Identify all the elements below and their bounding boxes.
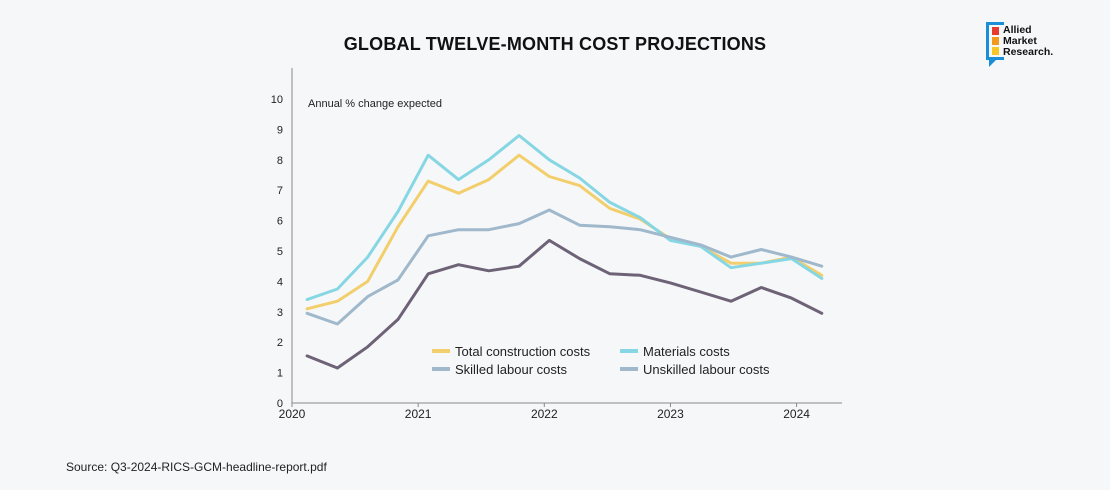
y-tick-label: 6 [277,216,283,228]
y-tick-label: 9 [277,124,283,136]
y-tick-label: 10 [271,94,283,106]
allied-market-research-logo: Allied Market Research. [986,22,1076,68]
x-tick-label: 2021 [405,407,432,421]
x-tick-label: 2022 [531,407,558,421]
x-tick-label: 2020 [279,407,306,421]
legend-label: Skilled labour costs [455,362,567,377]
y-tick-label: 8 [277,155,283,167]
logo-text-line3: Research. [1003,46,1054,58]
source-note: Source: Q3-2024-RICS-GCM-headline-report… [66,460,327,474]
y-tick-label: 5 [277,246,283,258]
x-axis-ticks: 2020 2021 2022 2023 2024 [279,403,810,421]
legend-label: Materials costs [643,344,730,359]
logo-text: Allied Market Research. [1003,25,1053,58]
y-tick-label: 0 [277,398,283,410]
series-line-materials-costs [305,134,824,302]
x-tick-label: 2023 [657,407,684,421]
chart-series [305,134,824,370]
chart-axes [291,68,842,404]
logo-bar-red [992,27,999,35]
chart-legend: Total construction costs Materials costs S… [432,344,770,377]
logo-text-line1: Allied [1003,24,1032,36]
y-tick-label: 1 [277,368,283,380]
logo-bracket-icon [986,22,1004,60]
logo-bar-yellow [992,47,999,55]
y-axis-ticks: 0 1 2 3 4 5 6 7 8 9 10 [271,94,283,410]
y-tick-label: 3 [277,307,283,319]
series-line-skilled-labour-costs [305,208,824,326]
y-tick-label: 7 [277,185,283,197]
series-line-total-construction-costs [305,153,824,311]
logo-text-line2: Market [1003,35,1037,47]
chart-title: GLOBAL TWELVE-MONTH COST PROJECTIONS [343,34,767,54]
y-tick-label: 4 [277,276,283,288]
legend-label: Total construction costs [455,344,591,359]
legend-label: Unskilled labour costs [643,362,770,377]
y-axis-annotation: Annual % change expected [308,98,442,110]
x-tick-label: 2024 [783,407,810,421]
y-tick-label: 2 [277,337,283,349]
logo-bar-orange [992,37,999,45]
logo-tail-icon [989,60,996,67]
series-line-unskilled-labour-costs [305,238,824,370]
